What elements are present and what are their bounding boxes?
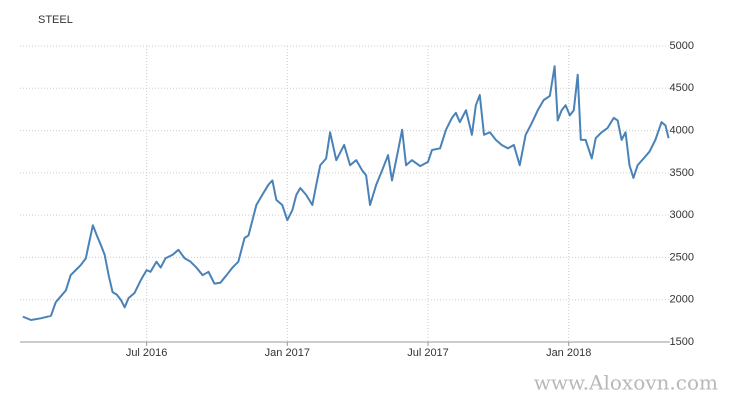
- y-tick-label: 4500: [670, 82, 694, 94]
- y-tick-label: 3000: [670, 209, 694, 221]
- x-tick-label: Jan 2017: [265, 347, 310, 359]
- x-tick-label: Jul 2016: [126, 347, 168, 359]
- watermark: www.Aloxovn.com: [534, 371, 718, 395]
- line-series: [22, 65, 670, 322]
- y-tick-label: 5000: [670, 40, 694, 52]
- y-tick-label: 2000: [670, 294, 694, 306]
- chart-title: STEEL: [38, 14, 73, 26]
- y-tick-label: 4000: [670, 124, 694, 136]
- y-tick-label: 3500: [670, 167, 694, 179]
- y-tick-label: 1500: [670, 336, 694, 348]
- y-tick-label: 2500: [670, 251, 694, 263]
- x-tick-label: Jul 2017: [407, 347, 449, 359]
- x-tick-label: Jan 2018: [546, 347, 591, 359]
